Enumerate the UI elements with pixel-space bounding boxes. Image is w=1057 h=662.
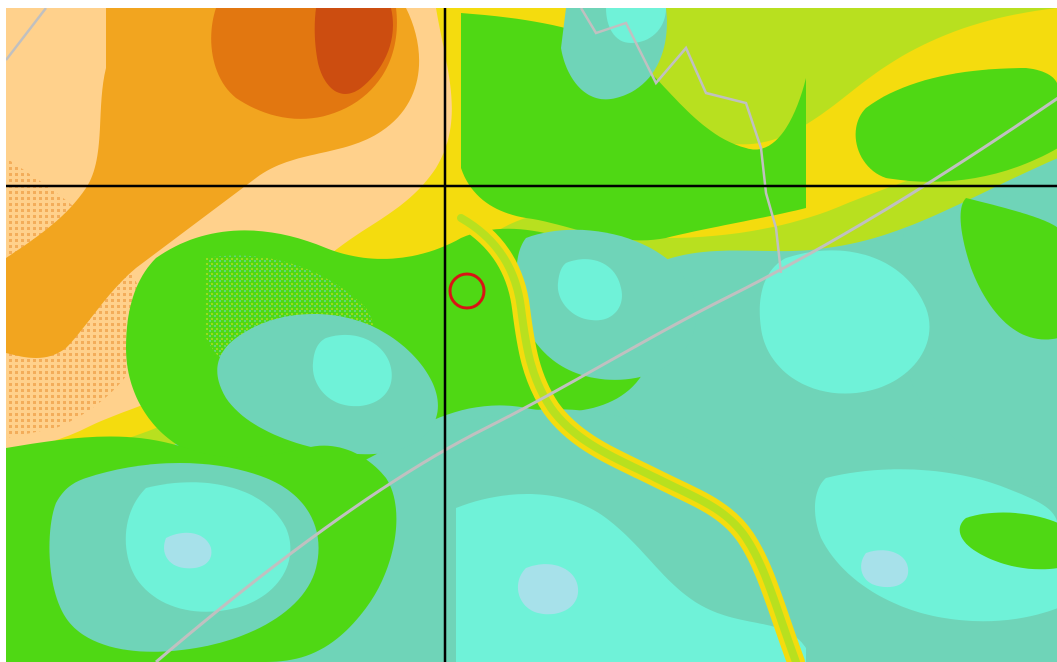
zone-aqua-east bbox=[759, 250, 930, 394]
boundary-diagonal bbox=[155, 96, 1057, 662]
zone-green-southeast-band bbox=[959, 512, 1057, 570]
zone-red-peak bbox=[314, 8, 393, 94]
zone-aqua-center bbox=[312, 334, 392, 407]
zone-aqua-mid bbox=[557, 259, 622, 321]
zone-green-northeast bbox=[461, 13, 806, 241]
zone-lightblue-southeast bbox=[861, 550, 909, 588]
location-marker-circle[interactable] bbox=[448, 272, 486, 310]
boundary-upper-left bbox=[6, 8, 47, 61]
zone-aqua-northeast bbox=[606, 8, 666, 43]
grid-lines bbox=[6, 8, 1057, 662]
heat-map[interactable] bbox=[6, 8, 1057, 662]
zone-green-east-lobe bbox=[855, 68, 1057, 182]
zone-lightblue-southwest bbox=[164, 532, 212, 569]
zone-green-east-band bbox=[960, 198, 1057, 340]
zone-aqua-south bbox=[456, 494, 806, 662]
zone-lightblue-south bbox=[517, 564, 579, 615]
river-corridor-lime bbox=[457, 214, 800, 662]
boundary-county bbox=[579, 8, 783, 274]
